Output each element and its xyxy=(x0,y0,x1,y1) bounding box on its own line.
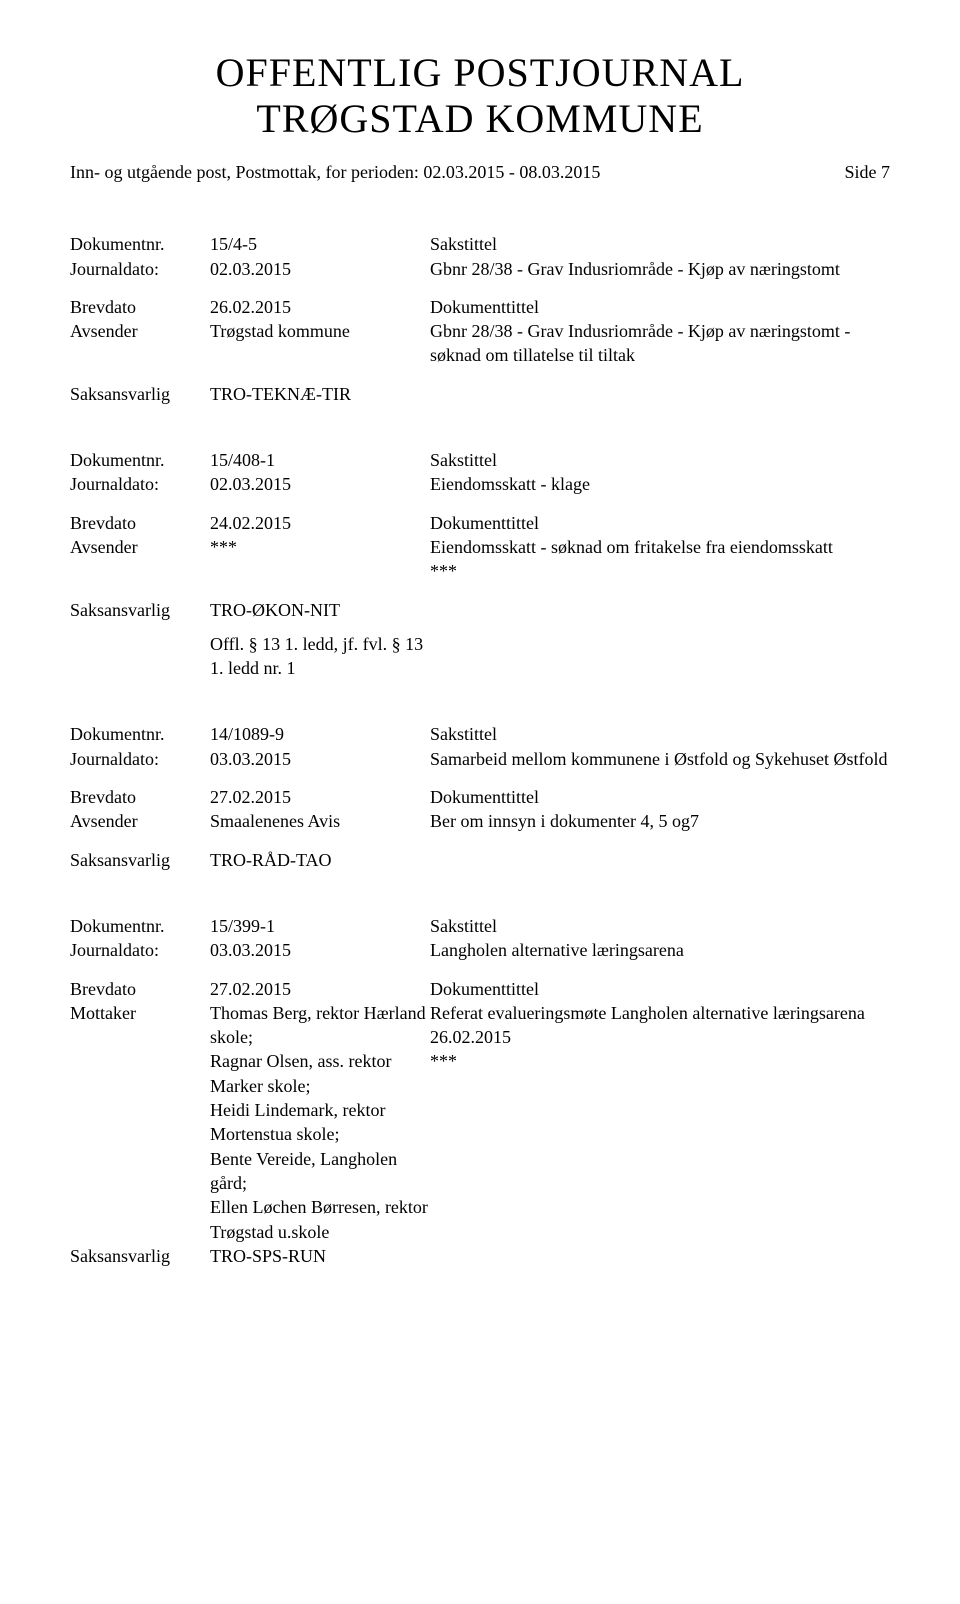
label-brevdato: Brevdato xyxy=(70,785,210,809)
journal-entry: Dokumentnr.15/399-1Sakstittel Journaldato… xyxy=(70,914,890,1268)
label-dokumenttittel: Dokumenttittel xyxy=(430,977,890,1001)
value-dokumenttittel: Referat evalueringsmøte Langholen altern… xyxy=(430,1001,890,1074)
label-dokumentnr: Dokumentnr. xyxy=(70,722,210,746)
value-journaldato: 02.03.2015 xyxy=(210,472,430,496)
offl-note: Offl. § 13 1. ledd, jf. fvl. § 13 1. led… xyxy=(210,632,430,681)
journal-entry: Dokumentnr.15/408-1Sakstittel Journaldato… xyxy=(70,448,890,680)
label-brevdato: Brevdato xyxy=(70,295,210,319)
label-party: Avsender xyxy=(70,809,210,833)
label-journaldato: Journaldato: xyxy=(70,938,210,962)
value-sakstittel: Langholen alternative læringsarena xyxy=(430,938,890,962)
label-dokumentnr: Dokumentnr. xyxy=(70,232,210,256)
value-saksansvarlig: TRO-TEKNÆ-TIR xyxy=(210,382,430,406)
value-dokumentnr: 14/1089-9 xyxy=(210,722,430,746)
label-brevdato: Brevdato xyxy=(70,977,210,1001)
document-main-title: OFFENTLIG POSTJOURNAL TRØGSTAD KOMMUNE xyxy=(70,50,890,142)
label-dokumenttittel: Dokumenttittel xyxy=(430,295,890,319)
value-brevdato: 26.02.2015 xyxy=(210,295,430,319)
label-dokumenttittel: Dokumenttittel xyxy=(430,785,890,809)
label-saksansvarlig: Saksansvarlig xyxy=(70,382,210,406)
value-saksansvarlig: TRO-SPS-RUN xyxy=(210,1244,430,1268)
label-sakstittel: Sakstittel xyxy=(430,722,890,746)
value-sakstittel: Gbnr 28/38 - Grav Indusriområde - Kjøp a… xyxy=(430,257,890,281)
value-sakstittel: Eiendomsskatt - klage xyxy=(430,472,890,496)
label-brevdato: Brevdato xyxy=(70,511,210,535)
label-dokumentnr: Dokumentnr. xyxy=(70,448,210,472)
value-party: Smaalenenes Avis xyxy=(210,809,430,833)
value-party: *** xyxy=(210,535,430,559)
value-sakstittel: Samarbeid mellom kommunene i Østfold og … xyxy=(430,747,890,771)
label-journaldato: Journaldato: xyxy=(70,472,210,496)
value-party: Thomas Berg, rektor Hærland skole; Ragna… xyxy=(210,1001,430,1244)
value-journaldato: 03.03.2015 xyxy=(210,747,430,771)
subheader: Inn- og utgående post, Postmottak, for p… xyxy=(70,160,890,184)
label-dokumenttittel: Dokumenttittel xyxy=(430,511,890,535)
value-dokumenttittel: Ber om innsyn i dokumenter 4, 5 og7 xyxy=(430,809,890,833)
value-brevdato: 24.02.2015 xyxy=(210,511,430,535)
label-sakstittel: Sakstittel xyxy=(430,448,890,472)
value-journaldato: 03.03.2015 xyxy=(210,938,430,962)
label-saksansvarlig: Saksansvarlig xyxy=(70,848,210,872)
label-sakstittel: Sakstittel xyxy=(430,232,890,256)
label-journaldato: Journaldato: xyxy=(70,747,210,771)
entries-list: Dokumentnr.15/4-5SakstittelJournaldato:0… xyxy=(70,232,890,1268)
period-subtitle: Inn- og utgående post, Postmottak, for p… xyxy=(70,160,600,184)
label-dokumentnr: Dokumentnr. xyxy=(70,914,210,938)
page-number: Side 7 xyxy=(844,160,890,184)
label-sakstittel: Sakstittel xyxy=(430,914,890,938)
journal-entry: Dokumentnr.15/4-5Sakstittel Journaldato:0… xyxy=(70,232,890,406)
label-party: Avsender xyxy=(70,535,210,559)
value-dokumenttittel: Eiendomsskatt - søknad om fritakelse fra… xyxy=(430,535,890,584)
label-saksansvarlig: Saksansvarlig xyxy=(70,1244,210,1268)
value-dokumentnr: 15/408-1 xyxy=(210,448,430,472)
label-journaldato: Journaldato: xyxy=(70,257,210,281)
value-journaldato: 02.03.2015 xyxy=(210,257,430,281)
title-line1: OFFENTLIG POSTJOURNAL xyxy=(216,50,745,95)
value-dokumenttittel: Gbnr 28/38 - Grav Indusriområde - Kjøp a… xyxy=(430,319,890,368)
title-line2: TRØGSTAD KOMMUNE xyxy=(256,96,703,141)
label-party: Avsender xyxy=(70,319,210,343)
value-saksansvarlig: TRO-RÅD-TAO xyxy=(210,848,430,872)
value-dokumentnr: 15/399-1 xyxy=(210,914,430,938)
value-dokumentnr: 15/4-5 xyxy=(210,232,430,256)
label-saksansvarlig: Saksansvarlig xyxy=(70,598,210,622)
value-saksansvarlig: TRO-ØKON-NIT xyxy=(210,598,430,622)
value-brevdato: 27.02.2015 xyxy=(210,785,430,809)
value-brevdato: 27.02.2015 xyxy=(210,977,430,1001)
label-party: Mottaker xyxy=(70,1001,210,1025)
journal-entry: Dokumentnr.14/1089-9Sakstittel Journaldat… xyxy=(70,722,890,871)
value-party: Trøgstad kommune xyxy=(210,319,430,343)
